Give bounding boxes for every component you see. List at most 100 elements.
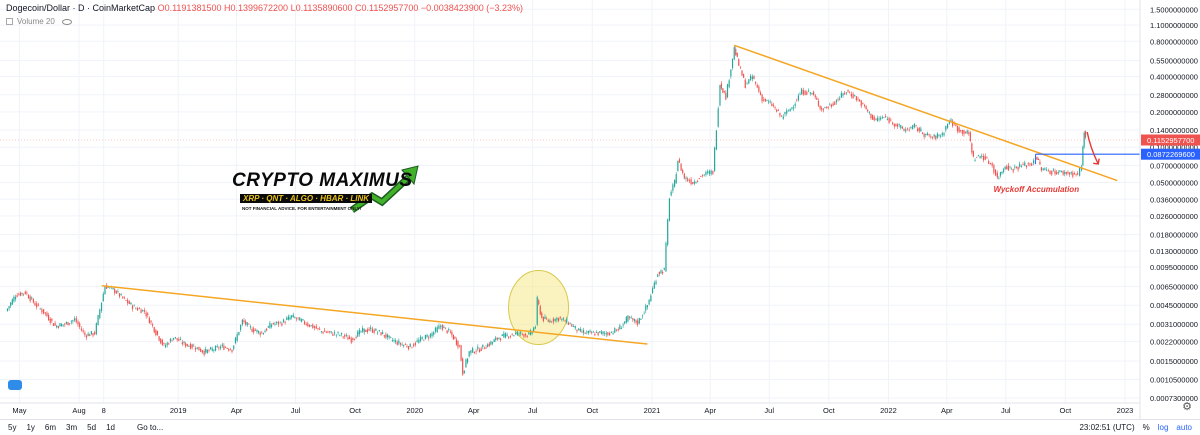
- candle-body: [622, 324, 624, 326]
- range-5y[interactable]: 5y: [8, 423, 17, 432]
- range-5d[interactable]: 5d: [87, 423, 97, 432]
- candle-body: [281, 323, 283, 326]
- y-tick-label: 0.0180000000: [1150, 231, 1198, 240]
- candle-body: [974, 160, 976, 161]
- candle-body: [1004, 166, 1006, 170]
- auto-toggle[interactable]: auto: [1176, 423, 1192, 432]
- candle-body: [138, 308, 140, 310]
- candle-body: [576, 329, 578, 332]
- candle-body: [725, 92, 727, 100]
- candle-body: [391, 340, 393, 341]
- candle-body: [733, 47, 735, 60]
- candle-body: [123, 297, 126, 299]
- candle-body: [700, 176, 702, 177]
- candle-body: [875, 118, 877, 120]
- eye-icon[interactable]: [61, 18, 72, 25]
- candle-body: [791, 107, 793, 109]
- candle-body: [231, 349, 233, 352]
- candle-body: [201, 350, 204, 353]
- candle-body: [952, 120, 954, 127]
- candle-body: [419, 336, 422, 342]
- candle-body: [388, 335, 390, 338]
- candle-body: [261, 332, 263, 334]
- candle-body: [433, 332, 435, 335]
- candle-body: [1009, 166, 1011, 168]
- range-6m[interactable]: 6m: [44, 423, 57, 432]
- candle-body: [986, 157, 988, 159]
- candle-body: [592, 331, 594, 333]
- candle-body: [617, 329, 619, 331]
- collapse-icon[interactable]: [6, 18, 13, 25]
- candle-body: [816, 97, 818, 100]
- range-1d[interactable]: 1d: [106, 423, 115, 432]
- candle-body: [307, 323, 309, 326]
- candle-body: [608, 333, 611, 336]
- candle-body: [173, 337, 175, 340]
- candle-body: [344, 334, 346, 337]
- candle-body: [428, 337, 430, 339]
- time-axis[interactable]: May Aug 8 2019 Apr Jul Oct 2020 Apr Jul Oct 2021 Apr…: [12, 406, 1133, 415]
- candle-body: [421, 337, 423, 339]
- candle-body: [299, 317, 301, 321]
- candle-body: [945, 125, 947, 130]
- log-toggle[interactable]: log: [1157, 423, 1169, 432]
- candle-body: [52, 323, 55, 326]
- candle-body: [122, 296, 124, 298]
- candle-body: [375, 328, 377, 331]
- candle-body: [707, 171, 709, 173]
- candle-body: [901, 126, 903, 129]
- y-tick-label: 1.5000000000: [1150, 5, 1198, 14]
- candle-body: [1083, 132, 1085, 147]
- range-3m[interactable]: 3m: [66, 423, 78, 432]
- candle-body: [834, 102, 836, 105]
- candle-body: [690, 179, 692, 185]
- candle-body: [832, 103, 834, 106]
- x-tick-label: May: [12, 406, 26, 415]
- tradingview-logo-icon[interactable]: [8, 380, 22, 390]
- candle-body: [188, 346, 190, 347]
- candle-body: [206, 349, 208, 353]
- candle-body: [270, 324, 273, 327]
- candle-body: [1027, 163, 1029, 165]
- candle-body: [863, 104, 866, 106]
- price-axis[interactable]: 1.5000000000 1.1000000000 0.8000000000 0.55…: [1150, 5, 1198, 403]
- candle-body: [466, 358, 469, 363]
- candle-body: [995, 169, 997, 176]
- range-1y[interactable]: 1y: [26, 423, 35, 432]
- candle-body: [70, 321, 72, 323]
- goto-button[interactable]: Go to...: [136, 423, 164, 432]
- candle-body: [1084, 131, 1087, 138]
- candle-body: [317, 328, 319, 329]
- candle-body: [867, 109, 869, 112]
- price-chart[interactable]: Wyckoff Accumulation 1.5000000000 1.10000…: [0, 0, 1200, 419]
- candle-body: [322, 331, 324, 334]
- candle-body: [597, 332, 599, 336]
- candle-body: [743, 74, 745, 78]
- lower-trendline: [101, 284, 648, 345]
- candle-body: [802, 90, 804, 95]
- symbol-title[interactable]: Dogecoin/Dollar · D · CoinMarketCap: [6, 3, 156, 13]
- candle-body: [480, 348, 482, 351]
- candle-body: [452, 334, 455, 340]
- x-tick-label: Apr: [231, 406, 243, 415]
- candle-body: [668, 198, 671, 221]
- candle-body: [943, 133, 945, 136]
- candle-body: [830, 104, 833, 107]
- candle-body: [923, 133, 925, 137]
- candle-body: [549, 320, 551, 323]
- candle-body: [566, 318, 568, 323]
- candle-body: [605, 333, 607, 335]
- gear-icon[interactable]: ⚙: [1182, 401, 1192, 413]
- candle-body: [334, 332, 336, 334]
- candle-body: [722, 88, 724, 93]
- candle-body: [18, 294, 20, 296]
- candle-body: [181, 342, 183, 345]
- candle-body: [365, 329, 367, 332]
- candle-body: [1072, 172, 1074, 177]
- candle-body: [599, 331, 601, 333]
- candle-body: [1037, 158, 1040, 160]
- candle-body: [1065, 172, 1067, 174]
- candle-body: [633, 318, 636, 321]
- percent-toggle[interactable]: %: [1142, 423, 1150, 432]
- candle-body: [667, 219, 669, 245]
